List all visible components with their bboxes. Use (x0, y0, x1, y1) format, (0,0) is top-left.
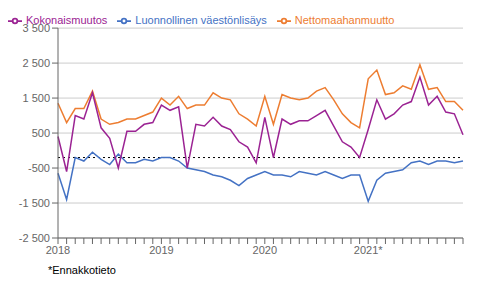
svg-text:-500: -500 (28, 162, 50, 174)
svg-text:-1 500: -1 500 (19, 197, 50, 209)
svg-text:2018: 2018 (46, 244, 70, 256)
html-text:Kokonaismuutos: Kokonaismuutos (26, 14, 108, 26)
svg-text:2 500: 2 500 (22, 57, 50, 69)
html-text:Nettomaahanmuutto: Nettomaahanmuutto (294, 14, 395, 26)
svg-text:3 500: 3 500 (22, 22, 50, 34)
svg-text:2021*: 2021* (354, 244, 383, 256)
html-text:*Ennakkotieto: *Ennakkotieto (48, 264, 116, 276)
html-text:Luonnollinen väestönlisäys: Luonnollinen väestönlisäys (135, 14, 267, 26)
svg-text:1 500: 1 500 (22, 92, 50, 104)
svg-text:2020: 2020 (253, 244, 277, 256)
svg-text:2019: 2019 (149, 244, 173, 256)
svg-text:-2 500: -2 500 (19, 232, 50, 244)
svg-text:500: 500 (32, 127, 50, 139)
